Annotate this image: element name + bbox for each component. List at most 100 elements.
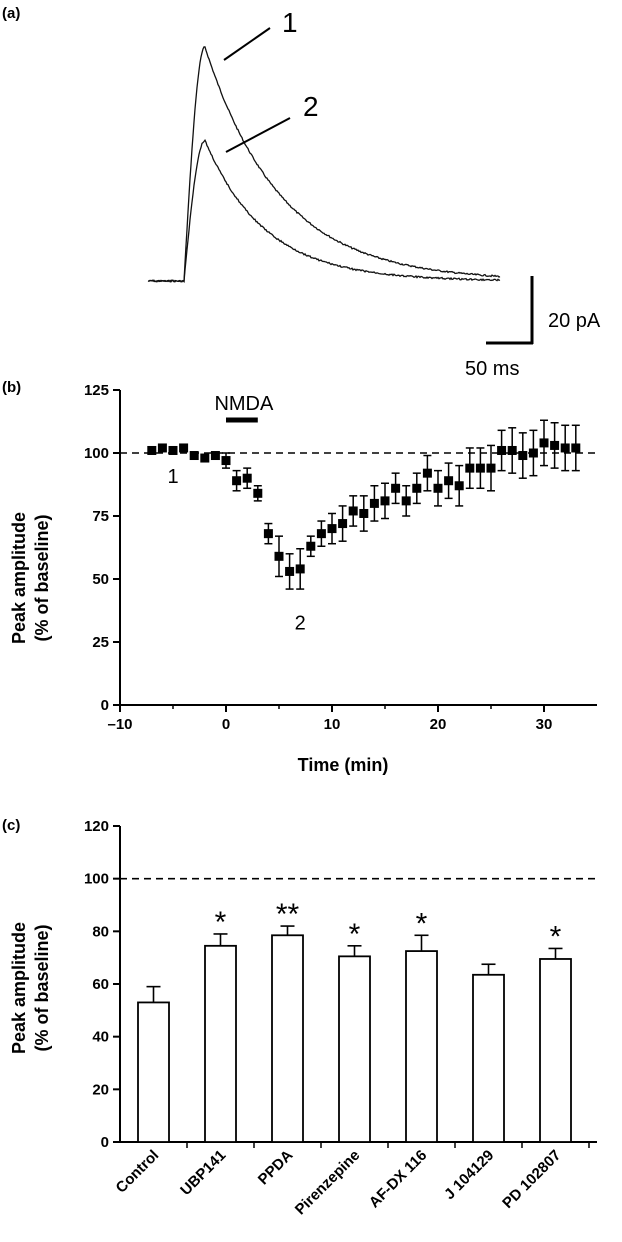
data-point bbox=[306, 535, 316, 558]
data-point bbox=[263, 522, 273, 545]
bar-group: * PD 102807 bbox=[499, 920, 590, 1212]
data-point bbox=[359, 495, 369, 532]
point-marker bbox=[295, 564, 305, 574]
point-marker bbox=[518, 451, 528, 461]
bar-group: * Pirenzepine bbox=[292, 918, 389, 1219]
data-point bbox=[189, 451, 199, 461]
point-marker bbox=[168, 445, 178, 455]
point-label: 1 bbox=[167, 466, 178, 488]
point-marker bbox=[412, 483, 422, 493]
data-point bbox=[380, 482, 390, 520]
data-point bbox=[539, 419, 549, 467]
point-marker bbox=[232, 476, 242, 486]
data-point bbox=[475, 447, 485, 490]
trace-1-label: 1 bbox=[282, 7, 298, 38]
category-label: PD 102807 bbox=[499, 1147, 564, 1212]
panel-b: (b) Peak amplitude (% of baseline) Time … bbox=[2, 379, 597, 775]
point-marker bbox=[327, 524, 337, 534]
significance-marker: * bbox=[550, 920, 562, 953]
panel-a-label: (a) bbox=[2, 5, 20, 22]
trace-2 bbox=[147, 138, 501, 284]
panel-b-axes: 0 25 50 75 100 125 –10 0 10 20 30 bbox=[84, 382, 597, 733]
data-point bbox=[295, 548, 305, 590]
data-point bbox=[412, 472, 422, 505]
panel-b-label: (b) bbox=[2, 379, 21, 396]
data-point bbox=[242, 467, 252, 490]
point-marker bbox=[369, 498, 379, 508]
trace-2-label: 2 bbox=[303, 91, 319, 122]
panel-b-x-title: Time (min) bbox=[298, 755, 389, 775]
point-marker bbox=[253, 488, 263, 498]
data-point bbox=[433, 469, 443, 507]
point-marker bbox=[157, 443, 167, 453]
panel-b-y-tick-label: 125 bbox=[84, 382, 109, 399]
category-label: UBP141 bbox=[177, 1147, 229, 1199]
point-marker bbox=[147, 445, 157, 455]
panel-b-y-tick-label: 100 bbox=[84, 445, 109, 462]
scale-bar-y-label: 20 pA bbox=[548, 310, 601, 332]
category-label: PPDA bbox=[255, 1147, 297, 1189]
point-marker bbox=[571, 443, 581, 453]
data-point bbox=[327, 512, 337, 545]
panel-b-drug-bar: NMDA bbox=[214, 393, 274, 423]
point-marker bbox=[401, 496, 411, 506]
panel-c-y-tick-label: 80 bbox=[92, 923, 109, 940]
bar bbox=[204, 944, 237, 1143]
significance-marker: * bbox=[215, 906, 227, 939]
bar-group: * AF-DX 116 bbox=[366, 907, 456, 1211]
data-point bbox=[518, 432, 528, 479]
point-marker bbox=[274, 551, 284, 561]
panel-c-y-title-line1: Peak amplitude bbox=[9, 922, 29, 1054]
point-marker bbox=[210, 451, 220, 461]
data-point bbox=[465, 447, 475, 490]
panel-c-bars: Control * UBP141 ** PPDA * Pirenzepine * AF-DX 1… bbox=[113, 898, 590, 1219]
bar-group: ** PPDA bbox=[255, 898, 322, 1189]
panel-c-y-tick-label: 0 bbox=[101, 1134, 109, 1151]
point-marker bbox=[550, 440, 560, 450]
data-point bbox=[401, 485, 411, 517]
data-point bbox=[422, 454, 432, 492]
data-point bbox=[147, 445, 157, 455]
data-point bbox=[369, 485, 379, 522]
scale-bar-x-label: 50 ms bbox=[465, 358, 519, 380]
data-point bbox=[179, 443, 189, 453]
data-point bbox=[285, 553, 295, 590]
panel-c-y-tick-label: 120 bbox=[84, 818, 109, 835]
point-marker bbox=[454, 481, 464, 491]
point-marker bbox=[528, 448, 538, 458]
panel-c-y-tick-label: 100 bbox=[84, 871, 109, 888]
panel-b-y-tick-label: 50 bbox=[92, 571, 109, 588]
panel-b-y-tick-label: 25 bbox=[92, 634, 109, 651]
category-label: Pirenzepine bbox=[292, 1147, 364, 1219]
bar bbox=[405, 950, 438, 1143]
bar bbox=[338, 955, 371, 1143]
point-marker bbox=[422, 468, 432, 478]
point-marker bbox=[444, 476, 454, 486]
category-label: J 104129 bbox=[441, 1147, 497, 1203]
trace-2-pointer bbox=[225, 117, 291, 153]
data-point bbox=[210, 451, 220, 461]
bar bbox=[271, 934, 304, 1143]
point-marker bbox=[380, 496, 390, 506]
point-marker bbox=[242, 473, 252, 483]
panel-b-y-title-line2: (% of baseline) bbox=[32, 514, 52, 641]
panel-b-point-labels: 12 bbox=[167, 466, 305, 634]
nmda-label: NMDA bbox=[214, 393, 274, 415]
point-marker bbox=[189, 451, 199, 461]
panel-c-y-tick-label: 40 bbox=[92, 1029, 109, 1046]
panel-b-x-tick-label: 30 bbox=[536, 716, 553, 733]
panel-c: (c) Peak amplitude (% of baseline) 0 20 40… bbox=[2, 817, 597, 1218]
data-point bbox=[338, 505, 348, 542]
point-marker bbox=[221, 456, 231, 466]
panel-c-label: (c) bbox=[2, 817, 20, 834]
data-point bbox=[232, 469, 242, 492]
point-marker bbox=[200, 453, 210, 463]
data-point bbox=[550, 422, 560, 469]
panel-b-x-tick-label: –10 bbox=[107, 716, 132, 733]
significance-marker: * bbox=[416, 907, 428, 940]
data-point bbox=[444, 462, 454, 500]
panel-b-x-tick-label: 10 bbox=[324, 716, 341, 733]
panel-b-y-title-line1: Peak amplitude bbox=[9, 512, 29, 644]
point-marker bbox=[338, 519, 348, 529]
